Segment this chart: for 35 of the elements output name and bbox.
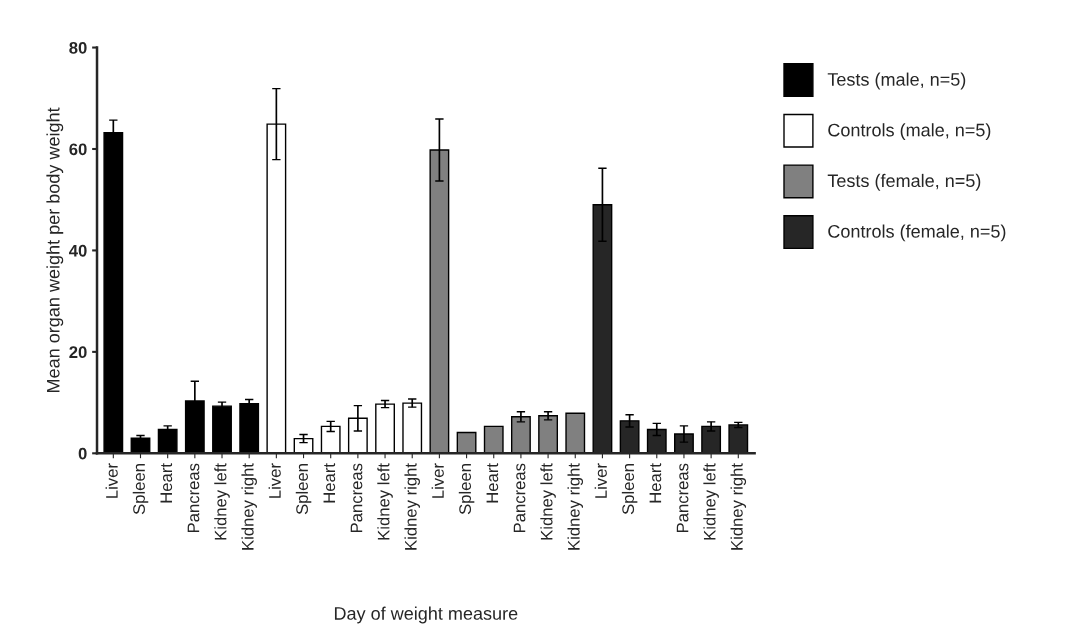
x-axis-title: Day of weight measure <box>334 606 518 624</box>
x-tick-label: Kidney left <box>540 463 556 540</box>
y-tick-label: 60 <box>69 143 87 156</box>
x-tick-label: Heart <box>160 463 173 503</box>
x-tick-label: Heart <box>323 463 336 503</box>
x-tick-label: Spleen <box>621 464 638 515</box>
x-tick-label: Liver <box>105 463 118 498</box>
x-tick-label: Kidney right <box>241 463 257 550</box>
legend-label: Controls (male, n=5) <box>828 123 991 141</box>
legend-label: Tests (male, n=5) <box>827 72 966 90</box>
x-tick-label: Liver <box>431 463 444 498</box>
x-tick-label: Spleen <box>458 464 475 515</box>
legend-label: Controls (female, n=5) <box>828 224 1006 242</box>
legend-label: Tests (female, n=5) <box>827 173 981 191</box>
x-tick-label: Pancreas <box>187 463 200 533</box>
x-tick-label: Pancreas <box>350 463 363 533</box>
x-tick-label: Heart <box>486 463 499 503</box>
x-tick-label: Kidney right <box>567 463 584 550</box>
x-tick-label: Kidney right <box>730 463 747 550</box>
y-tick-label: 80 <box>69 41 87 54</box>
x-tick-label: Kidney left <box>214 463 230 540</box>
x-tick-label: Spleen <box>295 464 312 515</box>
y-axis-title: Mean organ weight per body weight <box>46 107 64 392</box>
y-tick-label: 40 <box>69 244 87 257</box>
x-tick-label: Kidney right <box>404 463 420 550</box>
x-tick-label: Kidney left <box>377 463 393 540</box>
x-tick-label: Spleen <box>132 464 149 515</box>
y-tick-label: 0 <box>78 447 87 460</box>
x-tick-label: Pancreas <box>676 463 689 533</box>
x-tick-label: Heart <box>649 463 662 503</box>
x-tick-label: Liver <box>594 463 607 498</box>
y-tick-label: 20 <box>69 346 87 359</box>
x-tick-label: Pancreas <box>513 463 526 533</box>
x-tick-label: Kidney left <box>703 463 719 540</box>
x-tick-label: Liver <box>268 463 281 498</box>
